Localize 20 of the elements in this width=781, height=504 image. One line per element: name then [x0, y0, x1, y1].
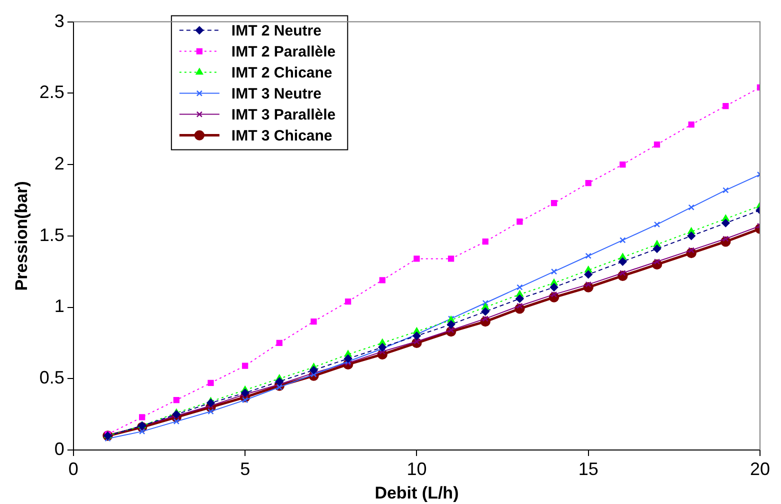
legend-label: IMT 2 Parallèle: [231, 43, 336, 60]
legend-label: IMT 3 Parallèle: [231, 106, 336, 124]
y-axis-title: Pression(bar): [12, 181, 31, 291]
x-tick-label: 0: [68, 458, 78, 479]
x-axis-title: Debit (L/h): [374, 483, 459, 502]
legend-label: IMT 2 Neutre: [231, 22, 322, 40]
legend-label: IMT 3 Chicane: [231, 127, 332, 144]
y-tick-label: 0.5: [39, 368, 64, 388]
x-tick-label: 5: [240, 458, 250, 479]
y-tick-label: 3: [54, 10, 64, 31]
x-tick-label: 20: [750, 458, 770, 479]
y-tick-label: 1: [54, 296, 64, 316]
y-tick-label: 2: [54, 154, 64, 174]
x-tick-label: 10: [406, 458, 427, 479]
y-tick-label: 1.5: [39, 224, 64, 245]
x-tick-label: 15: [578, 458, 598, 479]
y-tick-label: 2.5: [39, 82, 64, 102]
y-tick-label: 0: [54, 438, 64, 459]
legend-label: IMT 2 Chicane: [231, 64, 332, 82]
legend-label: IMT 3 Neutre: [231, 85, 322, 102]
